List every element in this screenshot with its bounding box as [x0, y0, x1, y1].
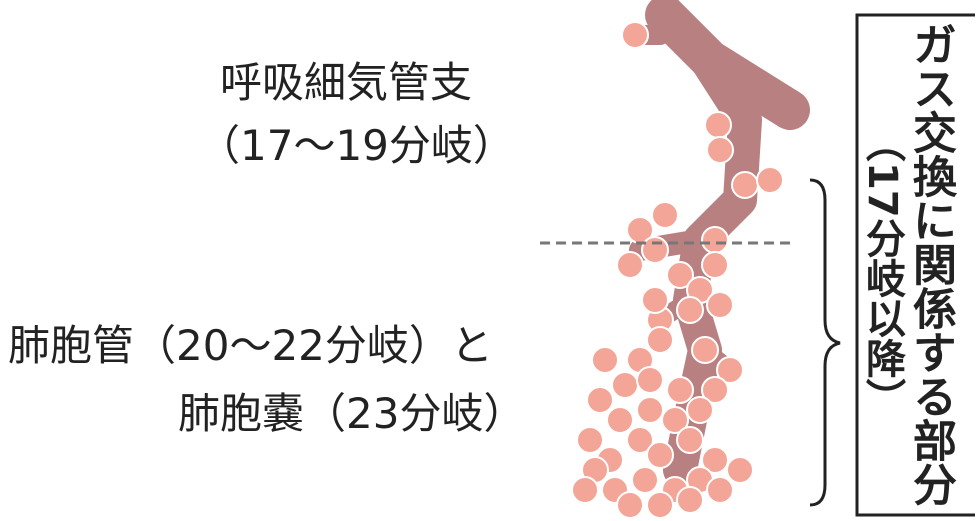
alveolus	[676, 296, 704, 324]
alveolus	[591, 346, 619, 374]
alveolus	[676, 486, 704, 514]
alveolus	[686, 396, 714, 424]
alveolus	[706, 291, 734, 319]
alveolus	[666, 261, 694, 289]
box-detail: （17分岐以降）	[859, 122, 905, 418]
alveolus	[646, 441, 674, 469]
alveolus	[571, 476, 599, 504]
alveolus	[731, 171, 759, 199]
alveolus	[586, 386, 614, 414]
box-title: ガス交換に関係する部分	[905, 22, 956, 506]
alveolus	[636, 366, 664, 394]
alveolus	[676, 426, 704, 454]
alveolus	[706, 476, 734, 504]
alveolus	[636, 396, 664, 424]
brace	[809, 178, 841, 507]
alveolus	[646, 326, 674, 354]
alveolus	[691, 336, 719, 364]
alveoli	[571, 21, 784, 519]
alveolus	[616, 251, 644, 279]
alveolus	[701, 376, 729, 404]
alveolus	[716, 356, 744, 384]
alveolus	[666, 376, 694, 404]
alveolus	[701, 226, 729, 254]
alveolus	[651, 201, 679, 229]
alveolus	[616, 491, 644, 519]
alveolus	[641, 286, 669, 314]
alveolus	[576, 426, 604, 454]
alveolus	[756, 166, 784, 194]
box-frame	[855, 13, 975, 517]
alveolus	[621, 21, 649, 49]
alveolus	[701, 446, 729, 474]
label-title: 呼吸細気管支	[220, 58, 473, 107]
alveolus	[704, 111, 732, 139]
alveolus	[626, 426, 654, 454]
alveolus	[726, 456, 754, 484]
alveolus	[611, 371, 639, 399]
label-detail: 肺胞嚢（23分岐）	[178, 389, 526, 438]
label-title: 肺胞管（20～22分岐）と	[8, 321, 493, 370]
label-detail: （17～19分岐）	[198, 121, 515, 170]
alveolus	[701, 251, 729, 279]
alveolus	[706, 136, 734, 164]
alveolus	[661, 406, 689, 434]
alveolus	[631, 466, 659, 494]
alveolus	[641, 236, 669, 264]
alveolus	[646, 491, 674, 519]
alveolus	[606, 406, 634, 434]
